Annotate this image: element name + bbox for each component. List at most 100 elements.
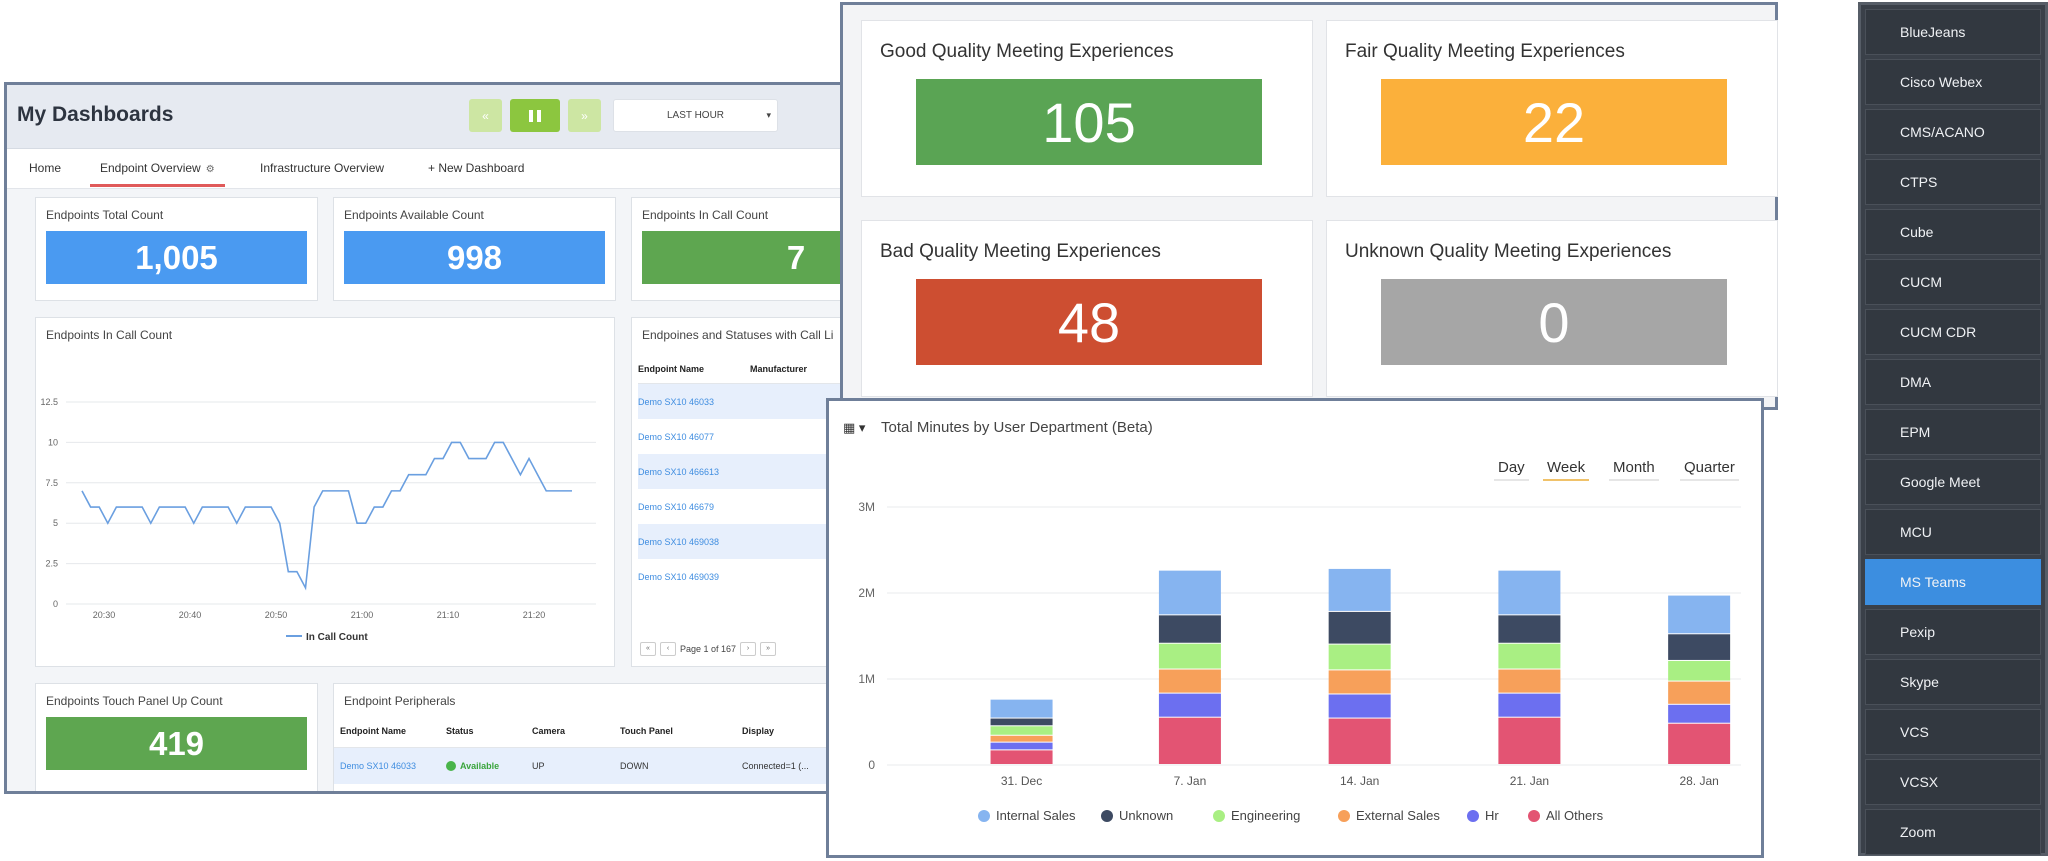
table-row[interactable]: Demo SX10 46033 Available UP DOWN Connec… bbox=[334, 748, 921, 784]
minutes-stacked-bar-chart: 0 1M 2M 3M 31. Dec 7. Jan 14. Jan 21. Jan 28. Ja… bbox=[858, 500, 1741, 823]
table-row[interactable]: Demo SX10 469039 bbox=[638, 559, 921, 594]
forward-button[interactable]: » bbox=[568, 99, 601, 132]
bar-all-others bbox=[1668, 723, 1731, 764]
sidebar-item-cube[interactable]: Cube bbox=[1865, 209, 2041, 255]
tab-endpoint-overview[interactable]: Endpoint Overview ⚙ bbox=[90, 161, 225, 187]
pause-button[interactable] bbox=[510, 99, 560, 132]
sidebar-item-vcs[interactable]: VCS bbox=[1865, 709, 2041, 755]
legend-swatch bbox=[1101, 810, 1113, 822]
prev-page-button[interactable]: ‹ bbox=[660, 642, 676, 656]
first-page-button[interactable]: « bbox=[640, 642, 656, 656]
x-tick-label: 28. Jan bbox=[1679, 774, 1718, 788]
endpoint-link[interactable]: Demo SX10 46679 bbox=[638, 501, 715, 512]
kpi-title: Endpoints Available Count bbox=[344, 208, 484, 222]
bar-engineering bbox=[1328, 644, 1391, 670]
sidebar-item-cisco-webex[interactable]: Cisco Webex bbox=[1865, 59, 2041, 105]
integration-sidebar: BlueJeans Cisco Webex CMS/ACANO CTPS Cube CUC… bbox=[1858, 2, 2048, 856]
bar-unknown bbox=[1498, 615, 1561, 643]
page-indicator: Page 1 of 167 bbox=[680, 644, 737, 654]
chart-title: Total Minutes by User Department (Beta) bbox=[881, 419, 1153, 436]
endpoint-link[interactable]: Demo SX10 46077 bbox=[638, 431, 715, 442]
table-header: Endpoint Name Status Camera Touch Panel … bbox=[334, 714, 921, 748]
tab-infrastructure-overview[interactable]: Infrastructure Overview bbox=[260, 161, 385, 175]
bar-internal-sales bbox=[1158, 570, 1221, 615]
x-tick-label: 20:40 bbox=[179, 610, 202, 620]
sidebar-item-cucm-cdr[interactable]: CUCM CDR bbox=[1865, 309, 2041, 355]
period-day[interactable]: Day bbox=[1494, 459, 1529, 481]
sidebar-item-bluejeans[interactable]: BlueJeans bbox=[1865, 9, 2041, 55]
column-header-endpoint-name[interactable]: Endpoint Name bbox=[638, 363, 705, 374]
endpoint-link[interactable]: Demo SX10 469038 bbox=[638, 536, 720, 547]
bar-unknown bbox=[1328, 611, 1391, 644]
legend-swatch bbox=[1467, 810, 1479, 822]
kpi-title: Endpoints Total Count bbox=[46, 208, 164, 222]
statuses-table: Endpoint Name Manufacturer Demo SX10 460… bbox=[638, 354, 921, 594]
y-tick-label: 3M bbox=[858, 500, 875, 514]
bar-external-sales bbox=[990, 735, 1053, 742]
legend-label: In Call Count bbox=[306, 632, 368, 643]
endpoint-link[interactable]: Demo SX10 469039 bbox=[638, 571, 720, 582]
bar-all-others bbox=[1158, 717, 1221, 764]
sidebar-item-google-meet[interactable]: Google Meet bbox=[1865, 459, 2041, 505]
bar-external-sales bbox=[1328, 670, 1391, 694]
x-tick-label: 21. Jan bbox=[1510, 774, 1549, 788]
column-header[interactable]: Camera bbox=[532, 725, 566, 736]
column-header[interactable]: Endpoint Name bbox=[340, 725, 407, 736]
column-header[interactable]: Display bbox=[742, 725, 775, 736]
x-tick-label: 31. Dec bbox=[1001, 774, 1042, 788]
rewind-button[interactable]: « bbox=[469, 99, 502, 132]
table-row[interactable]: Demo SX10 46077 bbox=[638, 419, 921, 454]
column-header[interactable]: Status bbox=[446, 725, 474, 736]
sidebar-item-zoom[interactable]: Zoom bbox=[1865, 809, 2041, 855]
sidebar-item-mcu[interactable]: MCU bbox=[1865, 509, 2041, 555]
period-week[interactable]: Week bbox=[1543, 459, 1590, 481]
sidebar-item-ctps[interactable]: CTPS bbox=[1865, 159, 2041, 205]
legend-label: Unknown bbox=[1119, 808, 1173, 823]
last-page-button[interactable]: » bbox=[760, 642, 777, 656]
endpoint-link[interactable]: Demo SX10 466613 bbox=[638, 466, 720, 477]
chart-type-icon[interactable]: ▦ ▾ bbox=[843, 420, 866, 435]
legend-label: Internal Sales bbox=[996, 808, 1076, 823]
endpoint-link[interactable]: Demo SX10 46033 bbox=[638, 396, 715, 407]
bar-internal-sales bbox=[1328, 568, 1391, 611]
peripherals-card: Endpoint Peripherals Endpoint Name Statu… bbox=[333, 683, 921, 791]
sidebar-item-epm[interactable]: EPM bbox=[1865, 409, 2041, 455]
bar-hr bbox=[1668, 704, 1731, 723]
quality-value: 48 bbox=[916, 279, 1262, 365]
next-page-button[interactable]: › bbox=[740, 642, 757, 656]
sidebar-item-pexip[interactable]: Pexip bbox=[1865, 609, 2041, 655]
bar-unknown bbox=[1158, 615, 1221, 643]
kpi-title: Endpoints Touch Panel Up Count bbox=[46, 694, 223, 708]
status-text: Available bbox=[460, 760, 500, 771]
bar-hr bbox=[1158, 693, 1221, 717]
kpi-value: 1,005 bbox=[46, 231, 307, 284]
chevron-down-icon: ▾ bbox=[766, 110, 771, 120]
kpi-value: 998 bbox=[344, 231, 605, 284]
endpoint-link[interactable]: Demo SX10 46033 bbox=[340, 761, 417, 771]
table-row[interactable]: Demo SX10 46679 bbox=[638, 489, 921, 524]
sidebar-item-cucm[interactable]: CUCM bbox=[1865, 259, 2041, 305]
legend-swatch bbox=[978, 810, 990, 822]
dashboard-panel: My Dashboards « » LAST HOUR ▾ Home Endpo… bbox=[4, 82, 924, 794]
period-month[interactable]: Month bbox=[1609, 459, 1659, 481]
tab-new-dashboard[interactable]: + New Dashboard bbox=[428, 161, 525, 175]
tab-home[interactable]: Home bbox=[29, 161, 62, 175]
sidebar-item-dma[interactable]: DMA bbox=[1865, 359, 2041, 405]
in-call-line-chart: 0 2.5 5 7.5 10 12.5 20:30 20:40 20:50 21:00 21:10 2… bbox=[40, 397, 596, 643]
gear-icon[interactable]: ⚙ bbox=[205, 164, 215, 175]
column-header-manufacturer[interactable]: Manufacturer bbox=[750, 363, 808, 374]
table-title: Endpoint Peripherals bbox=[344, 694, 456, 708]
sidebar-item-skype[interactable]: Skype bbox=[1865, 659, 2041, 705]
column-header[interactable]: Touch Panel bbox=[620, 725, 673, 736]
bar-all-others bbox=[1328, 718, 1391, 764]
sidebar-item-vcsx[interactable]: VCSX bbox=[1865, 759, 2041, 805]
sidebar-item-ms-teams[interactable]: MS Teams bbox=[1865, 559, 2041, 605]
y-tick-label: 2.5 bbox=[45, 559, 58, 569]
sidebar-item-cms-acano[interactable]: CMS/ACANO bbox=[1865, 109, 2041, 155]
period-quarter[interactable]: Quarter bbox=[1680, 459, 1739, 481]
time-range-select[interactable]: LAST HOUR ▾ bbox=[613, 99, 778, 132]
y-tick-label: 0 bbox=[53, 599, 58, 609]
quality-value: 0 bbox=[1381, 279, 1727, 365]
page-title: My Dashboards bbox=[17, 103, 174, 126]
legend-swatch bbox=[1338, 810, 1350, 822]
